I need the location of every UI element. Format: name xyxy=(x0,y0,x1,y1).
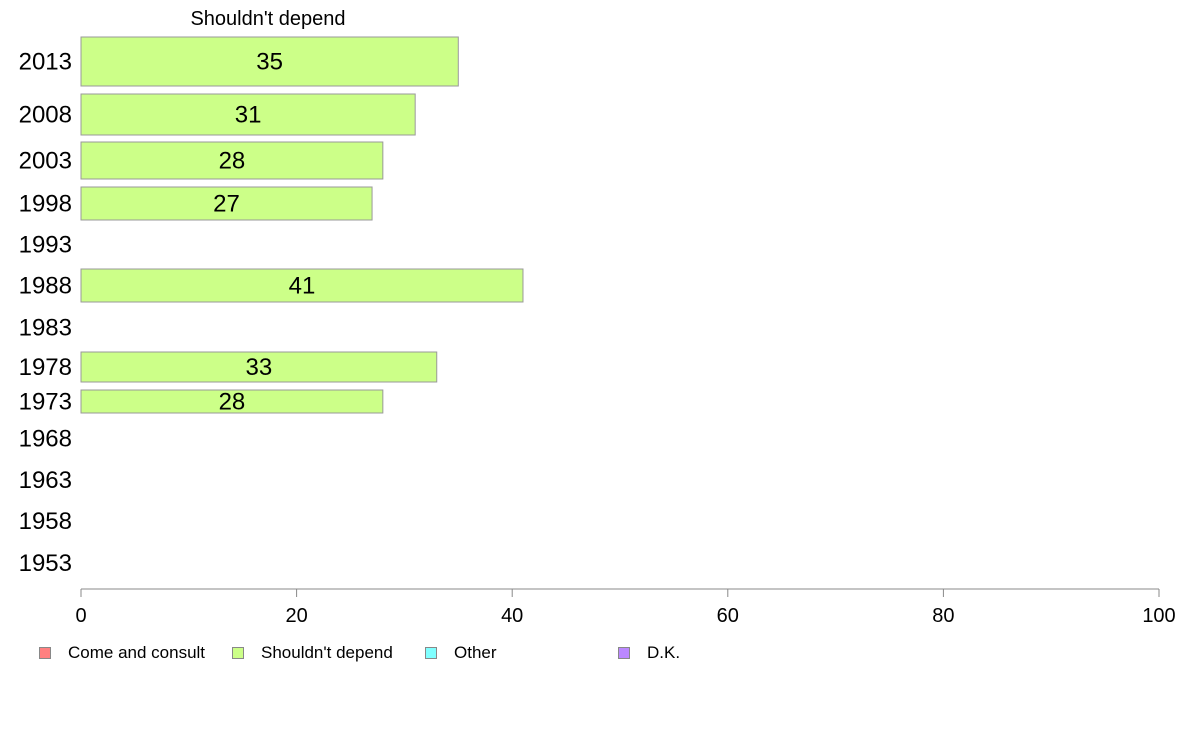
legend-swatch xyxy=(39,647,51,659)
bar xyxy=(80,351,438,383)
legend-item-come-and-consult: Come and consult xyxy=(39,641,205,665)
x-tick-label: 80 xyxy=(932,605,954,627)
bar xyxy=(80,141,384,180)
y-tick-label: 1993 xyxy=(19,232,72,259)
legend-swatch xyxy=(232,647,244,659)
y-tick-label: 1958 xyxy=(19,508,72,535)
bar xyxy=(80,93,416,136)
chart-title: Shouldn't depend xyxy=(190,8,345,30)
legend-swatch xyxy=(425,647,437,659)
y-tick-label: 2013 xyxy=(19,49,72,76)
bar-value-label: 41 xyxy=(289,273,316,300)
x-tick-label: 0 xyxy=(75,605,86,627)
y-tick-label: 1968 xyxy=(19,426,72,453)
legend-label: Shouldn't depend xyxy=(261,643,393,662)
legend-swatch xyxy=(618,647,630,659)
y-tick-label: 1953 xyxy=(19,550,72,577)
bar-value-label: 28 xyxy=(219,389,246,416)
bar-value-label: 28 xyxy=(219,148,246,175)
legend-item-dk: D.K. xyxy=(618,641,680,665)
x-tick-label: 40 xyxy=(501,605,523,627)
bar xyxy=(80,389,384,414)
y-tick-label: 2003 xyxy=(19,148,72,175)
legend-item-other: Other xyxy=(425,641,497,665)
bar xyxy=(80,36,459,87)
x-tick-label: 60 xyxy=(717,605,739,627)
y-tick-label: 2008 xyxy=(19,102,72,129)
bar-value-label: 35 xyxy=(256,49,283,76)
bar-value-label: 33 xyxy=(246,354,273,381)
bar-value-label: 27 xyxy=(213,191,240,218)
y-tick-label: 1998 xyxy=(19,191,72,218)
legend-label: D.K. xyxy=(647,643,681,662)
y-tick-label: 1963 xyxy=(19,467,72,494)
bar xyxy=(80,186,373,221)
y-tick-label: 1988 xyxy=(19,273,72,300)
x-tick-label: 20 xyxy=(285,605,307,627)
x-tick-label: 100 xyxy=(1142,605,1175,627)
y-tick-label: 1978 xyxy=(19,354,72,381)
bar xyxy=(80,268,524,303)
bar-value-label: 31 xyxy=(235,102,262,129)
legend: Come and consult Shouldn't depend Other … xyxy=(39,641,799,665)
y-tick-label: 1973 xyxy=(19,389,72,416)
legend-label: Other xyxy=(454,643,497,662)
legend-label: Come and consult xyxy=(68,643,206,662)
legend-item-shouldnt-depend: Shouldn't depend xyxy=(232,641,393,665)
y-tick-label: 1983 xyxy=(19,315,72,342)
